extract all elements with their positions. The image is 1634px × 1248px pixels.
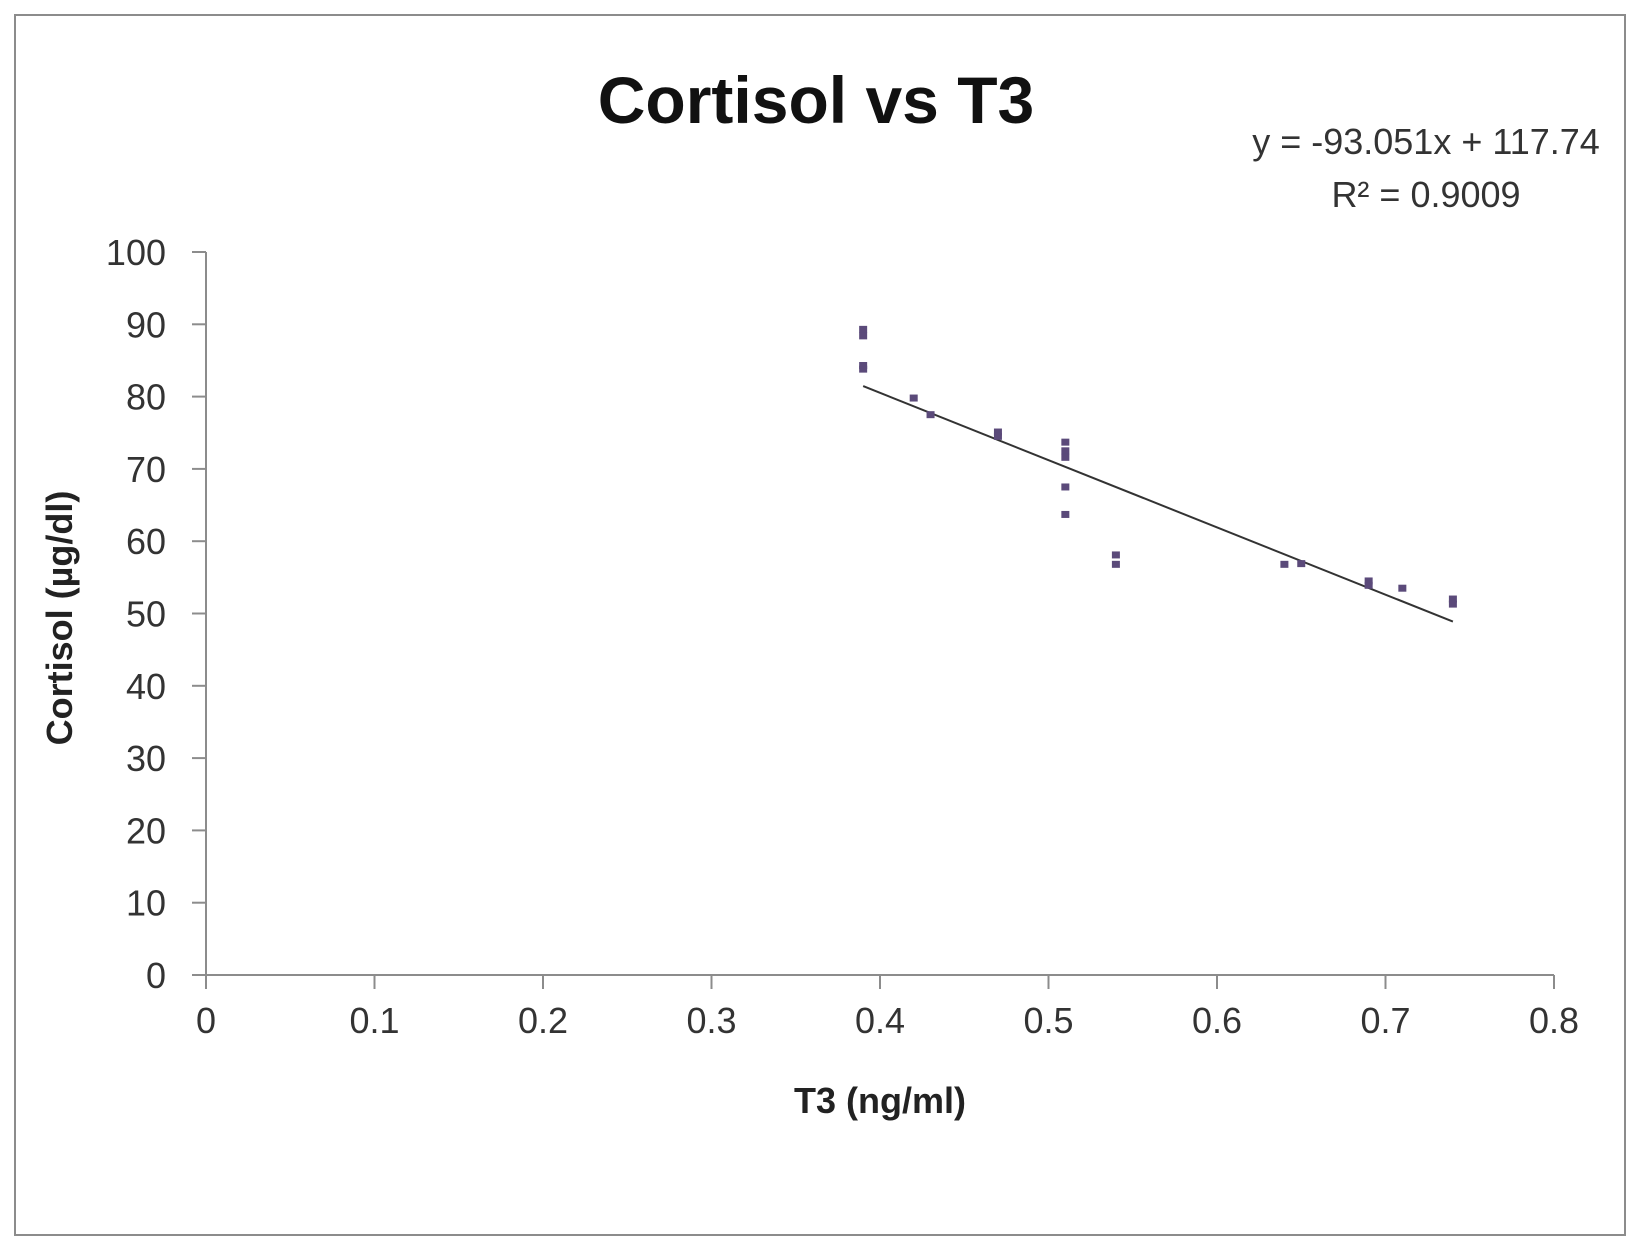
data-point bbox=[1111, 551, 1120, 559]
data-point bbox=[1061, 453, 1070, 461]
y-tick-label: 90 bbox=[126, 304, 166, 345]
chart-title: Cortisol vs T3 bbox=[598, 63, 1034, 137]
trendline bbox=[862, 385, 1454, 623]
data-point bbox=[926, 411, 935, 419]
data-points bbox=[859, 325, 1457, 608]
data-point bbox=[1364, 581, 1373, 589]
y-tick-label: 60 bbox=[126, 521, 166, 562]
trendline-equation: y = -93.051x + 117.74 bbox=[1252, 121, 1600, 162]
data-point bbox=[1061, 447, 1070, 455]
y-axis-ticks: 0 10 20 30 40 50 60 70 80 90 100 bbox=[106, 232, 206, 996]
data-point bbox=[1448, 600, 1457, 608]
data-point bbox=[859, 362, 868, 370]
y-tick-label: 50 bbox=[126, 594, 166, 635]
y-tick-label: 40 bbox=[126, 666, 166, 707]
x-tick-label: 0.1 bbox=[349, 1000, 399, 1041]
y-axis-title: Cortisol (µg/dl) bbox=[39, 491, 80, 746]
data-point bbox=[993, 432, 1002, 440]
y-tick-label: 0 bbox=[146, 955, 166, 996]
y-tick-label: 20 bbox=[126, 810, 166, 851]
y-tick-label: 100 bbox=[106, 232, 166, 273]
trendline-r-squared: R² = 0.9009 bbox=[1331, 174, 1520, 215]
data-point bbox=[1061, 483, 1070, 491]
x-axis-title: T3 (ng/ml) bbox=[794, 1080, 966, 1121]
data-point bbox=[1280, 560, 1289, 568]
data-point bbox=[1398, 584, 1407, 592]
y-tick-label: 80 bbox=[126, 377, 166, 418]
x-tick-label: 0.6 bbox=[1192, 1000, 1242, 1041]
y-tick-label: 70 bbox=[126, 449, 166, 490]
y-tick-label: 10 bbox=[126, 883, 166, 924]
y-tick-label: 30 bbox=[126, 738, 166, 779]
x-tick-label: 0.8 bbox=[1529, 1000, 1579, 1041]
x-tick-label: 0 bbox=[196, 1000, 216, 1041]
data-point bbox=[1364, 577, 1373, 585]
data-point bbox=[859, 365, 868, 373]
chart-frame bbox=[14, 14, 1626, 1236]
data-point bbox=[1448, 595, 1457, 603]
data-point bbox=[1297, 560, 1306, 568]
data-point bbox=[1061, 438, 1070, 446]
data-point bbox=[859, 332, 868, 340]
axes bbox=[205, 252, 1554, 976]
trendline-line bbox=[862, 385, 1454, 623]
x-tick-label: 0.4 bbox=[855, 1000, 905, 1041]
data-point bbox=[859, 325, 868, 333]
data-point bbox=[993, 428, 1002, 436]
x-axis-ticks: 0 0.1 0.2 0.3 0.4 0.5 0.6 0.7 0.8 bbox=[196, 975, 1579, 1041]
data-point bbox=[1061, 510, 1070, 518]
data-point bbox=[909, 394, 918, 402]
x-tick-label: 0.3 bbox=[686, 1000, 736, 1041]
data-point bbox=[1111, 560, 1120, 568]
x-tick-label: 0.7 bbox=[1360, 1000, 1410, 1041]
x-tick-label: 0.2 bbox=[518, 1000, 568, 1041]
x-tick-label: 0.5 bbox=[1023, 1000, 1073, 1041]
